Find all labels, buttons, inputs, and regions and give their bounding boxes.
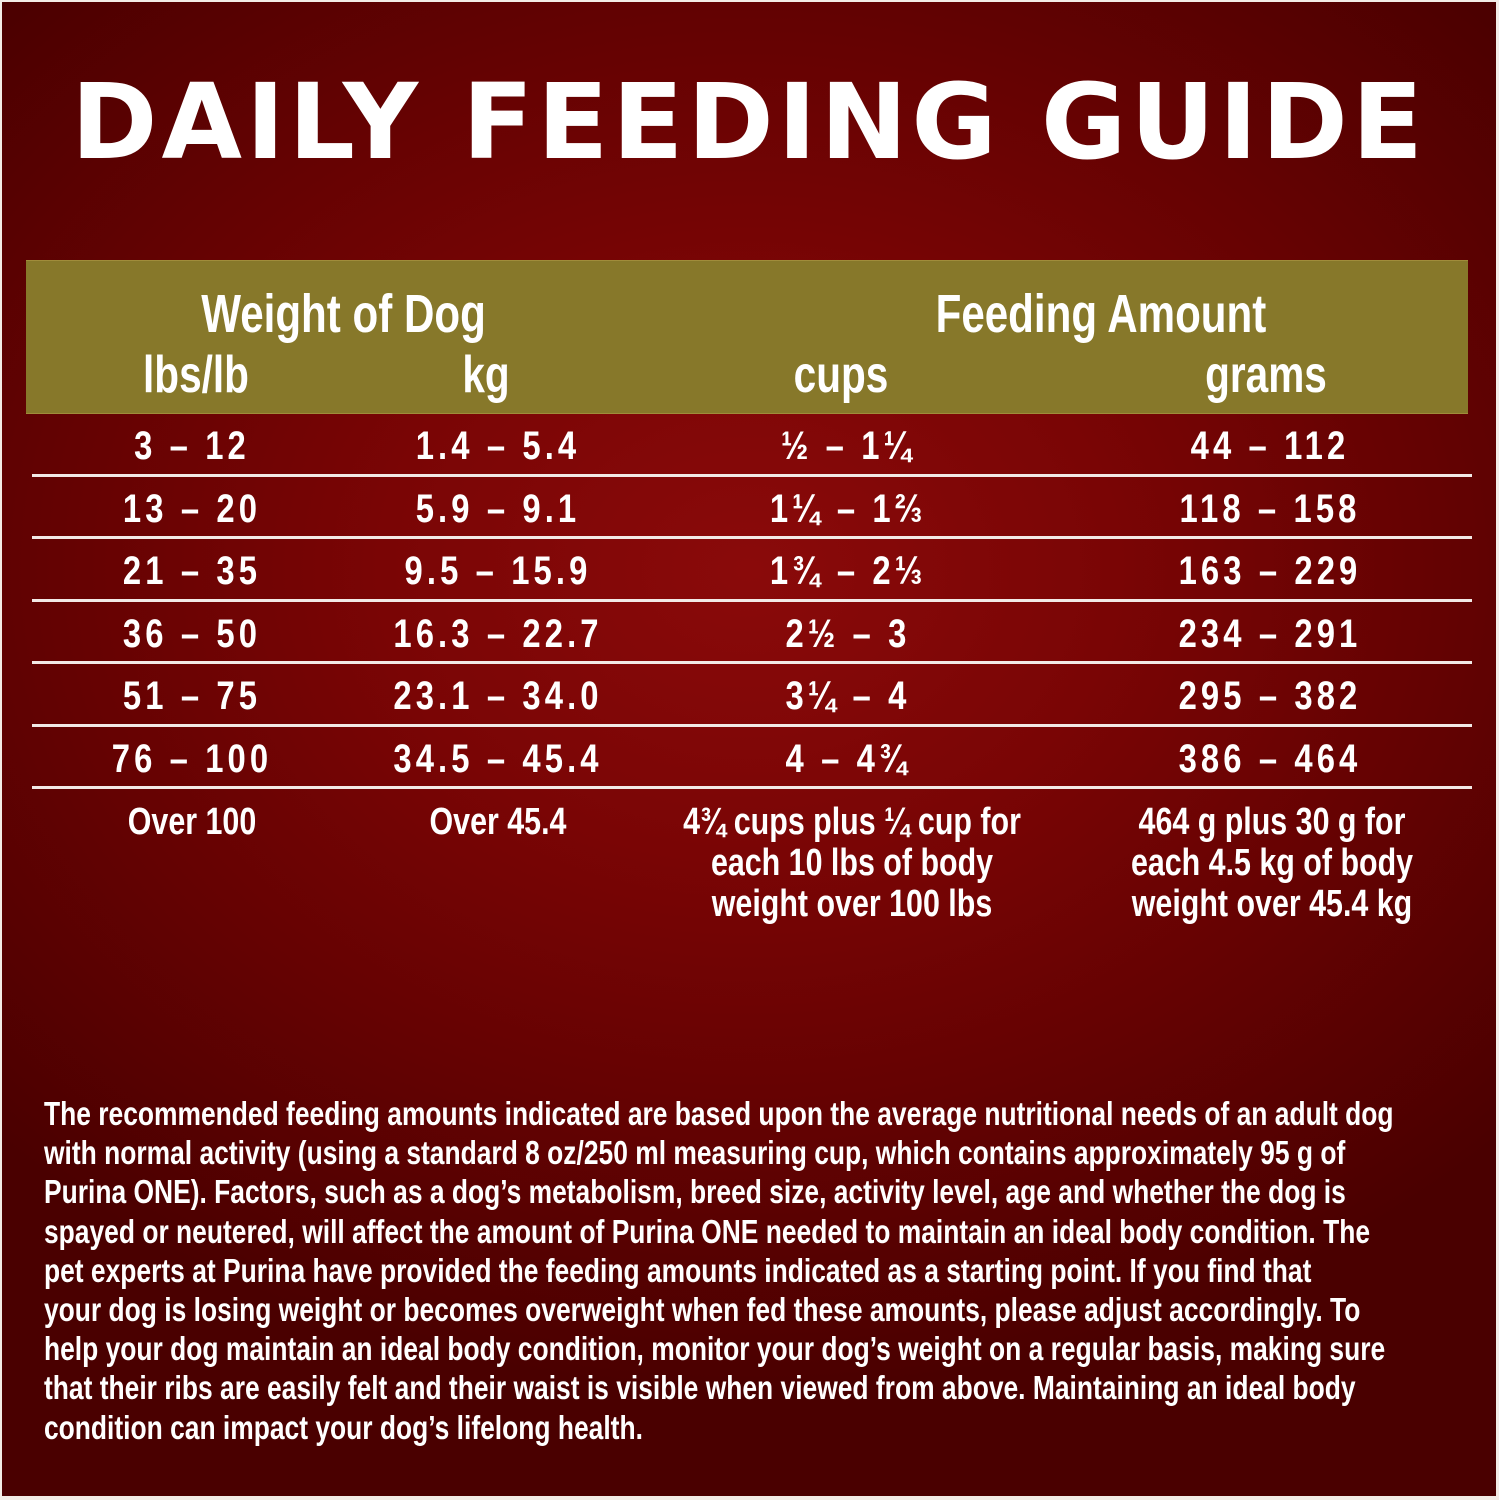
cups-line: weight over 100 lbs <box>711 883 993 925</box>
note-line: condition can impact your dog’s lifelong… <box>44 1408 643 1446</box>
header-cups: cups <box>793 346 889 404</box>
grams-line: 464 g plus 30 g for <box>1138 801 1406 843</box>
header-weight-of-dog: Weight of Dog <box>201 284 486 344</box>
grams-line: weight over 45.4 kg <box>1131 883 1413 925</box>
table-header: Weight of Dog Feeding Amount lbs/lb kg c… <box>26 260 1468 414</box>
cell-cups: 2½ – 3 <box>785 611 911 656</box>
table-row: 13 – 20 5.9 – 9.1 1¼ – 1⅔ 118 – 158 <box>32 477 1472 539</box>
cell-grams: 386 – 464 <box>1178 736 1362 781</box>
cups-line: each 10 lbs of body <box>710 842 994 884</box>
cell-grams: 163 – 229 <box>1178 549 1362 593</box>
table-row: 21 – 35 9.5 – 15.9 1¾ – 2⅓ 163 – 229 <box>32 539 1472 602</box>
cell-cups: ½ – 1¼ <box>780 424 916 468</box>
table-row: 51 – 75 23.1 – 34.0 3¼ – 4 295 – 382 <box>32 664 1472 727</box>
note-line: The recommended feeding amounts indicate… <box>44 1095 1394 1132</box>
header-grams: grams <box>1205 346 1327 404</box>
header-lbs: lbs/lb <box>143 346 249 404</box>
note-line: your dog is losing weight or becomes ove… <box>44 1291 1361 1329</box>
cell-grams: 44 – 112 <box>1190 424 1350 468</box>
cell-lbs: 76 – 100 <box>111 736 273 781</box>
cell-grams: 118 – 158 <box>1179 486 1361 531</box>
header-kg: kg <box>462 346 510 404</box>
cell-cups: 4¾ cups plus ¼ cup for each 10 lbs of bo… <box>676 802 1028 925</box>
note-line: with normal activity (using a standard 8… <box>44 1134 1346 1172</box>
cell-grams: 234 – 291 <box>1178 611 1362 656</box>
cell-lbs: 51 – 75 <box>122 674 262 718</box>
page-title: DAILY FEEDING GUIDE <box>71 61 1427 183</box>
feeding-note-paragraph: The recommended feeding amounts indicate… <box>44 1094 1394 1447</box>
cell-kg: 5.9 – 9.1 <box>415 486 581 531</box>
cell-grams: 295 – 382 <box>1178 674 1362 718</box>
header-feeding-amount: Feeding Amount <box>935 284 1267 344</box>
cell-lbs: Over 100 <box>127 801 257 843</box>
note-line: help your dog maintain an ideal body con… <box>44 1330 1386 1368</box>
cell-cups: 1¾ – 2⅓ <box>769 549 927 593</box>
cups-line: 4¾ cups plus ¼ cup for <box>683 801 1021 843</box>
cell-kg: 1.4 – 5.4 <box>415 424 581 468</box>
cell-lbs: 21 – 35 <box>122 549 262 593</box>
note-line: pet experts at Purina have provided the … <box>44 1251 1312 1289</box>
table-row: 76 – 100 34.5 – 45.4 4 – 4¾ 386 – 464 <box>32 727 1472 789</box>
grams-line: each 4.5 kg of body <box>1130 842 1414 884</box>
table-row: 3 – 12 1.4 – 5.4 ½ – 1¼ 44 – 112 <box>32 414 1472 477</box>
cell-cups: 1¼ – 1⅔ <box>769 486 927 531</box>
cell-lbs: 13 – 20 <box>122 486 262 531</box>
cell-kg: 23.1 – 34.0 <box>393 674 603 718</box>
note-line: that their ribs are easily felt and thei… <box>44 1369 1356 1407</box>
cell-kg: Over 45.4 <box>429 801 567 843</box>
cell-kg: 34.5 – 45.4 <box>393 736 603 781</box>
cell-lbs: 3 – 12 <box>134 424 250 468</box>
cell-lbs: 36 – 50 <box>122 611 262 656</box>
cell-cups: 4 – 4¾ <box>785 736 911 781</box>
table-row-over-100: Over 100 Over 45.4 4¾ cups plus ¼ cup fo… <box>32 802 1472 942</box>
note-line: spayed or neutered, will affect the amou… <box>44 1212 1371 1250</box>
feeding-table-body: 3 – 12 1.4 – 5.4 ½ – 1¼ 44 – 112 13 – 20… <box>32 414 1472 789</box>
cell-kg: 9.5 – 15.9 <box>404 549 592 593</box>
table-row: 36 – 50 16.3 – 22.7 2½ – 3 234 – 291 <box>32 602 1472 664</box>
note-line: Purina ONE). Factors, such as a dog’s me… <box>44 1173 1346 1211</box>
cell-kg: 16.3 – 22.7 <box>393 611 603 656</box>
cell-cups: 3¼ – 4 <box>785 674 911 718</box>
cell-grams: 464 g plus 30 g for each 4.5 kg of body … <box>1104 802 1440 925</box>
